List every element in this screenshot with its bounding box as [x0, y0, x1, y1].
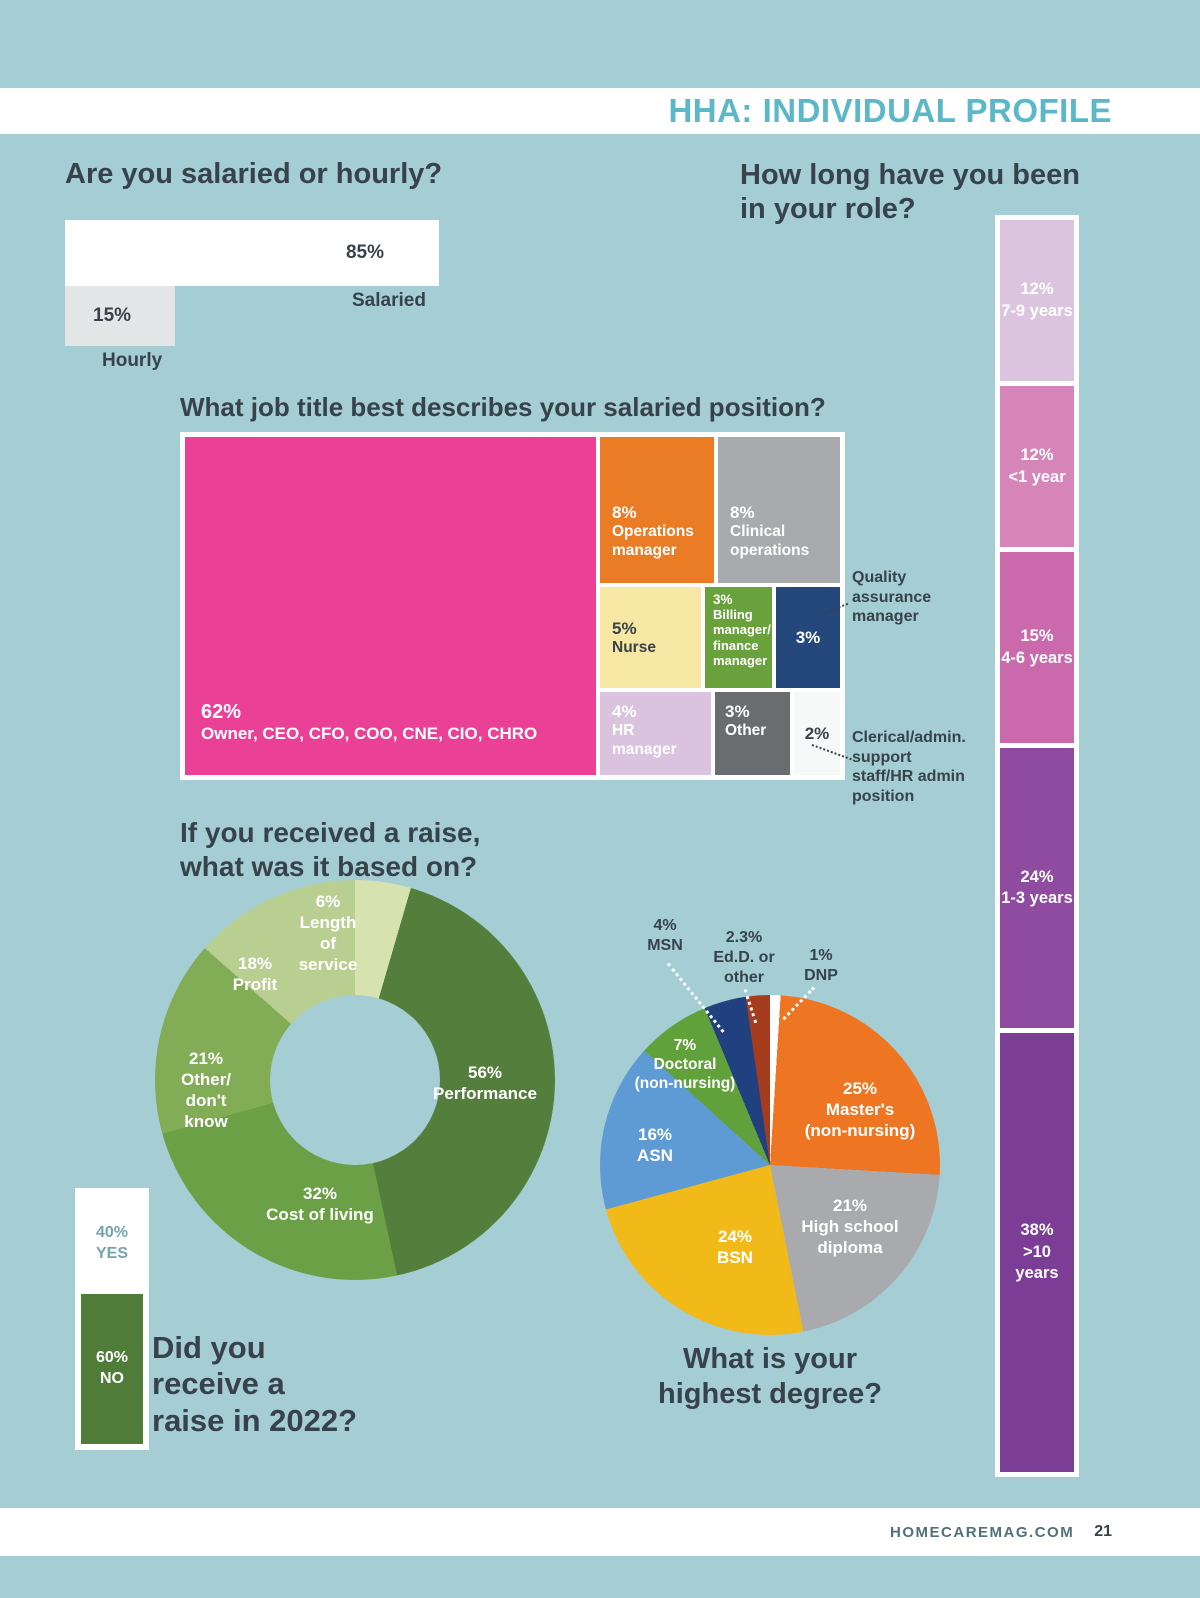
tenure-pct: 12% — [1020, 446, 1054, 465]
treemap-cell-nurse: 5% Nurse — [600, 587, 701, 688]
tenure-label: 7-9 years — [1001, 301, 1073, 320]
pie-label-asn: 16% ASN — [637, 1125, 673, 1166]
raise-2022-yes-segment: 40% YES — [81, 1194, 143, 1294]
page-footer: HOMECAREMAG.COM 21 — [0, 1508, 1200, 1556]
tenure-segment-1-3: 24% 1-3 years — [1000, 748, 1074, 1028]
tenure-segment-lt1: 12% <1 year — [1000, 386, 1074, 548]
tenure-segment-4-6: 15% 4-6 years — [1000, 552, 1074, 744]
pie-label-doctoral: 7% Doctoral (non-nursing) — [634, 1037, 736, 1093]
page-title: HHA: INDIVIDUAL PROFILE — [668, 92, 1112, 129]
treemap-cell-owner: 62% Owner, CEO, CFO, COO, CNE, CIO, CHRO — [185, 437, 596, 775]
salary-question-title: Are you salaried or hourly? — [65, 158, 443, 190]
tenure-pct: 24% — [1020, 867, 1054, 886]
tenure-pct: 12% — [1020, 280, 1054, 299]
pie-label-edd: 2.3% Ed.D. or other — [713, 929, 775, 986]
treemap-cell-quality-assurance: 3% — [776, 587, 840, 688]
donut-label-other: 21% Other/ don't know — [180, 1049, 232, 1132]
pie-label-masters: 25% Master's (non-nursing) — [804, 1079, 916, 1141]
donut-label-cost-of-living: 32% Cost of living — [266, 1184, 374, 1225]
raise-2022-question: Did you receive a raise in 2022? — [152, 1330, 358, 1438]
raise-2022-no-segment: 60% NO — [81, 1294, 143, 1444]
hourly-bar: 15% — [65, 286, 175, 346]
tenure-pct: 38% — [1020, 1221, 1054, 1240]
salaried-pct: 85% — [345, 242, 384, 263]
donut-label-profit: 18% Profit — [232, 954, 278, 995]
degree-pie — [600, 995, 940, 1335]
raise-2022-stacked-bar: 40% YES 60% NO — [75, 1188, 149, 1450]
treemap-cell-billing-manager: 3% Billing manager/ finance manager — [705, 587, 772, 688]
tenure-segment-7-9: 12% 7-9 years — [1000, 220, 1074, 382]
donut-hole — [270, 995, 440, 1165]
footer-site-url: HOMECAREMAG.COM — [890, 1523, 1075, 1541]
hourly-label: Hourly — [102, 350, 163, 371]
pie-label-msn: 4% MSN — [647, 917, 683, 954]
tenure-pct: 15% — [1020, 627, 1054, 646]
donut-label-performance: 56% Performance — [433, 1063, 537, 1104]
tenure-label: 1-3 years — [1001, 889, 1073, 908]
tenure-stacked-bar: 12% 7-9 years 12% <1 year 15% 4-6 years … — [995, 215, 1079, 1477]
quality-assurance-ext-label: Quality assurance manager — [852, 569, 932, 626]
job-title-treemap: 62% Owner, CEO, CFO, COO, CNE, CIO, CHRO… — [180, 432, 845, 780]
salaried-label: Salaried — [352, 290, 426, 311]
tenure-question-title: How long have you been in your role? — [740, 159, 1080, 226]
tenure-label: <1 year — [1008, 467, 1066, 486]
salary-bar-chart: 85% 15% — [65, 220, 505, 350]
treemap-cell-operations-manager: 8% Operations manager — [600, 437, 714, 583]
pie-label-dnp: 1% DNP — [804, 947, 838, 984]
hourly-pct: 15% — [93, 305, 132, 326]
salaried-bar: 85% — [65, 220, 439, 286]
tenure-label: >10 years — [1015, 1242, 1059, 1283]
pie-label-bsn: 24% BSN — [717, 1227, 753, 1268]
job-title-question: What job title best describes your salar… — [180, 392, 826, 422]
clerical-ext-label: Clerical/admin. support staff/HR admin p… — [852, 729, 966, 805]
degree-question-title: What is your highest degree? — [658, 1343, 882, 1410]
treemap-cell-hr-manager: 4% HR manager — [600, 692, 711, 775]
treemap-cell-clinical-operations: 8% Clinical operations — [718, 437, 840, 583]
page-header: HHA: INDIVIDUAL PROFILE — [0, 88, 1200, 134]
treemap-cell-other: 3% Other — [715, 692, 790, 775]
pie-label-high-school: 21% High school diploma — [801, 1196, 899, 1258]
tenure-label: 4-6 years — [1001, 648, 1073, 667]
tenure-segment-gt10: 38% >10 years — [1000, 1032, 1074, 1472]
raise-basis-question: If you received a raise, what was it bas… — [180, 817, 481, 883]
footer-page-number: 21 — [1094, 1523, 1112, 1540]
donut-label-length-of-service: 6% Length of service — [298, 892, 358, 975]
treemap-cell-clerical: 2% — [794, 692, 840, 775]
raise-basis-donut — [155, 880, 555, 1280]
